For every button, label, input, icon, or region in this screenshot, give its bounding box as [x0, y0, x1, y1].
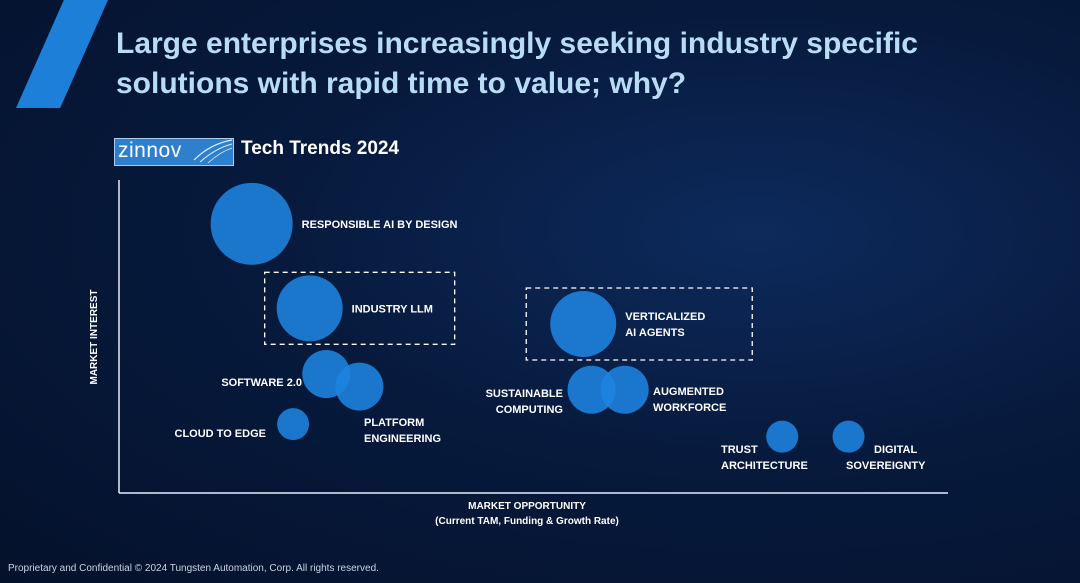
logo-swoosh-icon	[193, 139, 233, 164]
title-line-1: Large enterprises increasingly seeking i…	[116, 27, 918, 60]
bubble-label-sustainable-computing: SUSTAINABLE COMPUTING	[486, 388, 563, 416]
bubble-label-software-2-0: SOFTWARE 2.0	[221, 377, 302, 389]
bubbles-group: RESPONSIBLE AI BY DESIGN INDUSTRY LLM SOFT…	[175, 182, 926, 472]
bubble-label-trust-architecture: TRUST ARCHITECTURE	[721, 444, 808, 472]
footer-text: Proprietary and Confidential © 2024 Tung…	[8, 563, 379, 574]
bubble-verticalized-ai-agents	[550, 290, 617, 357]
y-axis-label: MARKET INTEREST	[89, 290, 100, 385]
bubble-label-digital-sovereignty: DIGITAL SOVEREIGNTY	[846, 444, 926, 472]
bubble-sustainable-computing	[567, 365, 616, 414]
bubble-label-cloud-to-edge: CLOUD TO EDGE	[175, 428, 266, 440]
bubble-augmented-workforce	[600, 365, 649, 414]
zinnov-logo-text: zinnov	[118, 139, 182, 162]
bubble-industry-llm	[276, 275, 343, 342]
bubble-trust-architecture	[766, 420, 799, 453]
bubble-responsible-ai-by-design	[210, 182, 293, 265]
bubble-label-verticalized-ai-agents: VERTICALIZED AI AGENTS	[625, 311, 705, 339]
chart-subtitle: Tech Trends 2024	[241, 138, 400, 159]
bubble-label-industry-llm: INDUSTRY LLM	[352, 303, 433, 315]
bubble-label-responsible-ai-by-design: RESPONSIBLE AI BY DESIGN	[302, 219, 458, 231]
bubble-label-platform-engineering: PLATFORM ENGINEERING	[364, 417, 441, 445]
highlight-box-industry-llm	[264, 271, 456, 345]
x-axis-sublabel: (Current TAM, Funding & Growth Rate)	[435, 516, 619, 527]
bubble-cloud-to-edge	[277, 408, 310, 441]
x-axis-label: MARKET OPPORTUNITY	[468, 501, 586, 512]
bubble-label-augmented-workforce: AUGMENTED WORKFORCE	[653, 386, 726, 414]
bubble-platform-engineering	[335, 362, 384, 411]
highlight-box-verticalized-ai-agents	[525, 287, 753, 361]
bubble-digital-sovereignty	[832, 420, 865, 453]
title-line-2: solutions with rapid time to value; why?	[116, 67, 687, 100]
slide-title: Large enterprises increasingly seeking i…	[116, 24, 1016, 104]
